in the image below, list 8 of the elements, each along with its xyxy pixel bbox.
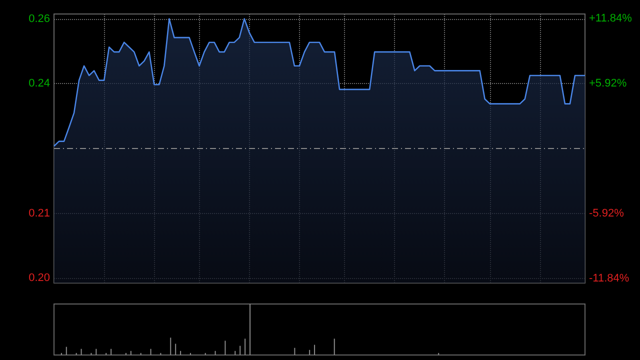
y2-tick-label: +5.92%: [589, 78, 627, 90]
y-tick-label: 0.20: [28, 272, 50, 284]
y2-tick-label: -5.92%: [589, 207, 624, 220]
y-tick-label: 0.21: [28, 207, 50, 220]
y2-tick-label: +11.84%: [589, 12, 632, 25]
y2-tick-label: -11.84%: [589, 272, 630, 284]
y-tick-label: 0.26: [28, 12, 50, 25]
y-tick-label: 0.24: [28, 78, 50, 90]
